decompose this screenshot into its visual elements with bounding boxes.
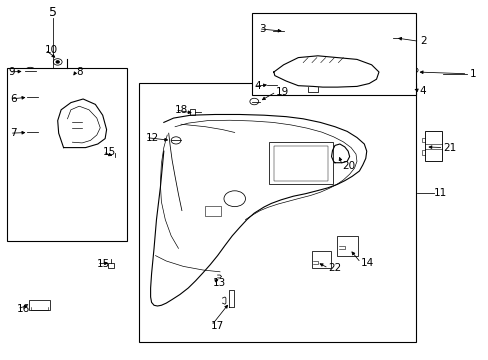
Text: 15: 15	[102, 147, 116, 157]
Text: 3: 3	[259, 24, 265, 34]
Circle shape	[56, 61, 59, 63]
Bar	[7, 68, 127, 241]
Bar	[273, 146, 327, 181]
Text: 4: 4	[419, 86, 426, 96]
Text: 4: 4	[254, 81, 261, 91]
Text: 7: 7	[10, 128, 17, 138]
Circle shape	[55, 147, 58, 149]
Text: 2: 2	[420, 36, 427, 46]
Circle shape	[32, 96, 35, 98]
Text: 20: 20	[342, 161, 355, 171]
Bar	[425, 131, 441, 161]
Bar	[29, 300, 50, 310]
Circle shape	[28, 70, 32, 73]
Text: 14: 14	[360, 258, 373, 268]
Text: 17: 17	[211, 321, 224, 331]
Circle shape	[408, 87, 411, 89]
Bar	[298, 63, 346, 84]
Text: 9: 9	[9, 67, 16, 77]
Text: 12: 12	[145, 132, 159, 143]
Bar	[139, 83, 415, 342]
Circle shape	[32, 131, 35, 134]
Text: 5: 5	[49, 6, 57, 19]
Bar	[337, 236, 357, 256]
Bar	[189, 109, 194, 115]
Text: 16: 16	[17, 303, 30, 314]
Bar	[107, 263, 114, 268]
Text: 11: 11	[433, 188, 446, 198]
Circle shape	[71, 77, 74, 80]
Text: 8: 8	[76, 67, 82, 77]
Text: 6: 6	[10, 94, 17, 104]
Text: 21: 21	[443, 143, 456, 153]
Bar	[251, 13, 415, 95]
Bar	[111, 157, 118, 162]
Text: 18: 18	[175, 105, 188, 115]
Bar	[268, 142, 332, 184]
Bar	[311, 251, 330, 268]
Text: 1: 1	[468, 69, 475, 79]
Text: 15: 15	[97, 258, 110, 269]
Text: 22: 22	[328, 263, 341, 273]
Text: 10: 10	[45, 45, 58, 55]
Text: 19: 19	[276, 87, 289, 97]
Circle shape	[412, 69, 415, 71]
Bar	[205, 206, 221, 216]
Text: 13: 13	[212, 278, 225, 288]
